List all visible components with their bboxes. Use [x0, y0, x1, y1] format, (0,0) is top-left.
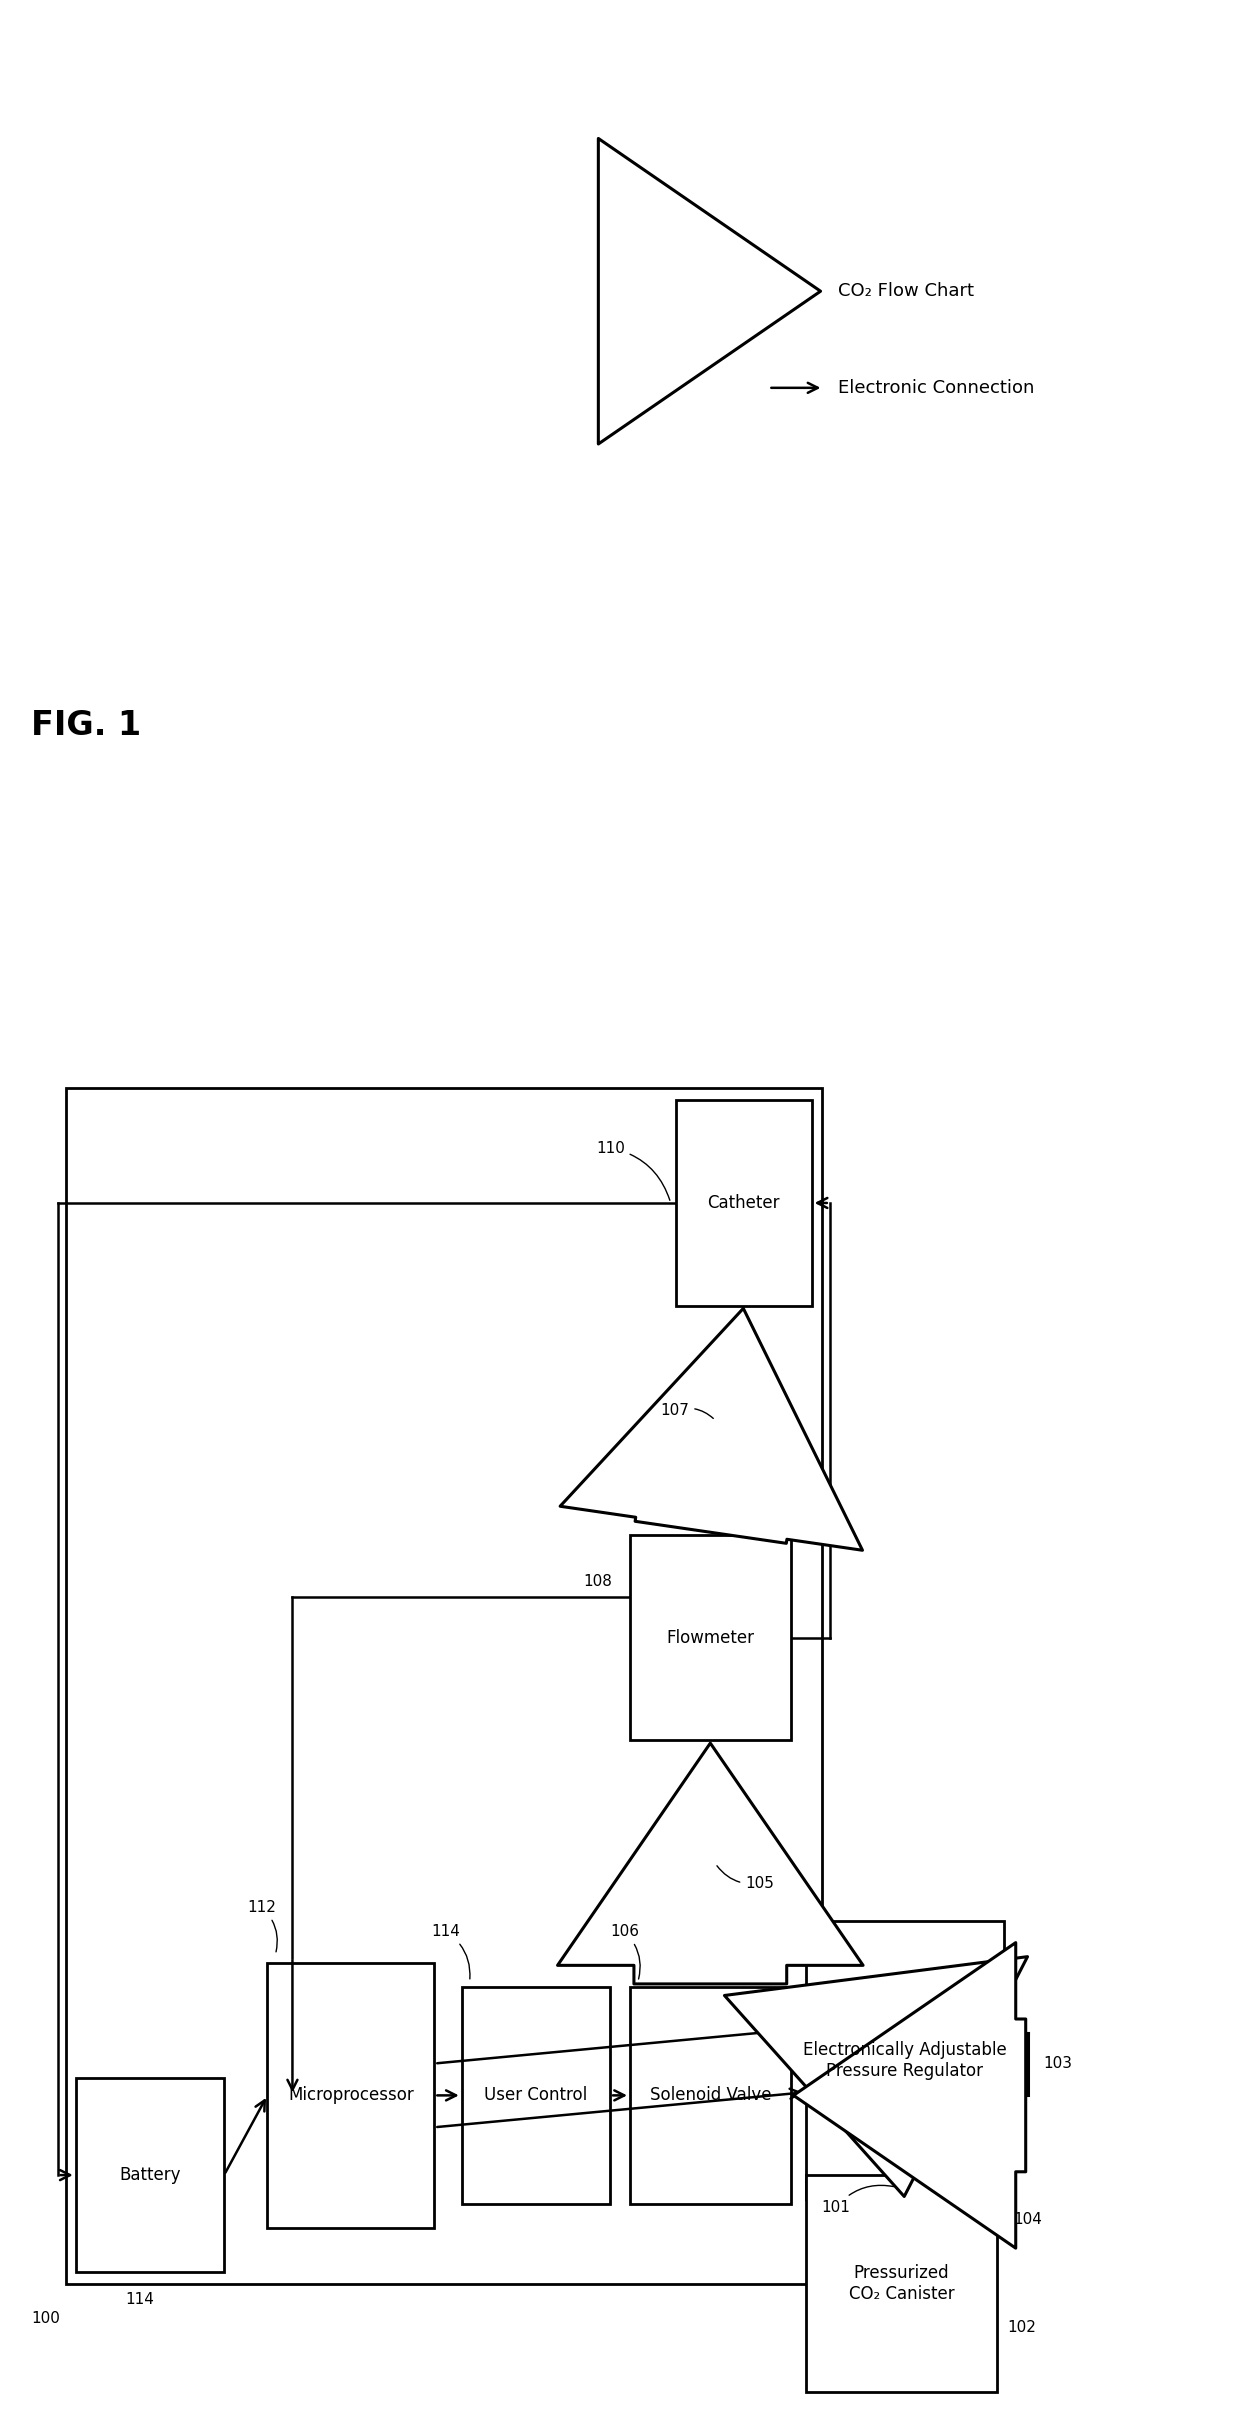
Text: FIG. 1: FIG. 1 — [31, 708, 141, 742]
FancyBboxPatch shape — [806, 1922, 1003, 2200]
Text: Pressurized
CO₂ Canister: Pressurized CO₂ Canister — [848, 2263, 955, 2304]
FancyBboxPatch shape — [461, 1988, 610, 2205]
Text: 114: 114 — [125, 2292, 154, 2307]
Text: Flowmeter: Flowmeter — [666, 1630, 754, 1647]
Text: 108: 108 — [583, 1574, 611, 1589]
FancyBboxPatch shape — [76, 2079, 224, 2271]
Text: User Control: User Control — [485, 2087, 588, 2104]
FancyBboxPatch shape — [806, 2176, 997, 2391]
Text: 112: 112 — [248, 1901, 278, 1951]
Bar — [66, 1088, 822, 2283]
FancyBboxPatch shape — [630, 1988, 791, 2205]
Text: 110: 110 — [596, 1141, 670, 1199]
Text: 104: 104 — [1013, 2212, 1043, 2227]
Text: Battery: Battery — [119, 2167, 181, 2183]
Text: 101: 101 — [822, 2186, 894, 2215]
Text: 103: 103 — [1043, 2055, 1073, 2072]
Text: 105: 105 — [717, 1867, 774, 1891]
Text: Microprocessor: Microprocessor — [288, 2087, 414, 2104]
Text: 106: 106 — [610, 1925, 640, 1978]
Text: CO₂ Flow Chart: CO₂ Flow Chart — [838, 283, 975, 300]
Text: 114: 114 — [432, 1925, 470, 1978]
FancyBboxPatch shape — [268, 1963, 434, 2229]
Text: Electronic Connection: Electronic Connection — [838, 380, 1034, 397]
Text: 102: 102 — [1007, 2319, 1037, 2336]
Text: 107: 107 — [661, 1402, 713, 1419]
Text: Solenoid Valve: Solenoid Valve — [650, 2087, 771, 2104]
Text: 100: 100 — [32, 2312, 61, 2326]
Text: Catheter: Catheter — [708, 1194, 780, 1211]
FancyBboxPatch shape — [630, 1535, 791, 1741]
Text: Electronically Adjustable
Pressure Regulator: Electronically Adjustable Pressure Regul… — [802, 2041, 1007, 2079]
FancyBboxPatch shape — [676, 1100, 812, 1306]
